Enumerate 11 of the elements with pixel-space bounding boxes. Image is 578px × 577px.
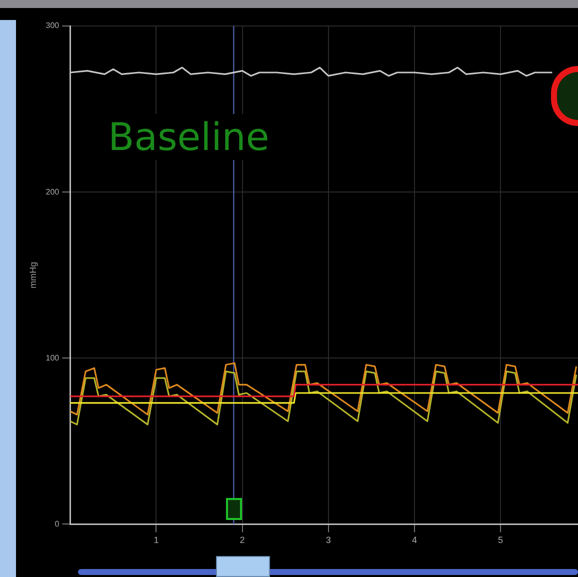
y-axis-title: mmHg [28,262,38,288]
x-tick-label: 3 [326,535,331,546]
x-tick-label: 2 [240,535,245,546]
x-tick-label: 5 [498,535,504,546]
y-tick-label: 200 [46,187,60,196]
y-tick-label: 0 [54,519,60,528]
x-tick-label: 4 [412,535,417,546]
y-tick-label: 300 [46,21,60,30]
y-tick-label: 100 [46,353,60,362]
x-tick-label: 1 [154,535,159,546]
annotation: Baseline [108,115,270,159]
